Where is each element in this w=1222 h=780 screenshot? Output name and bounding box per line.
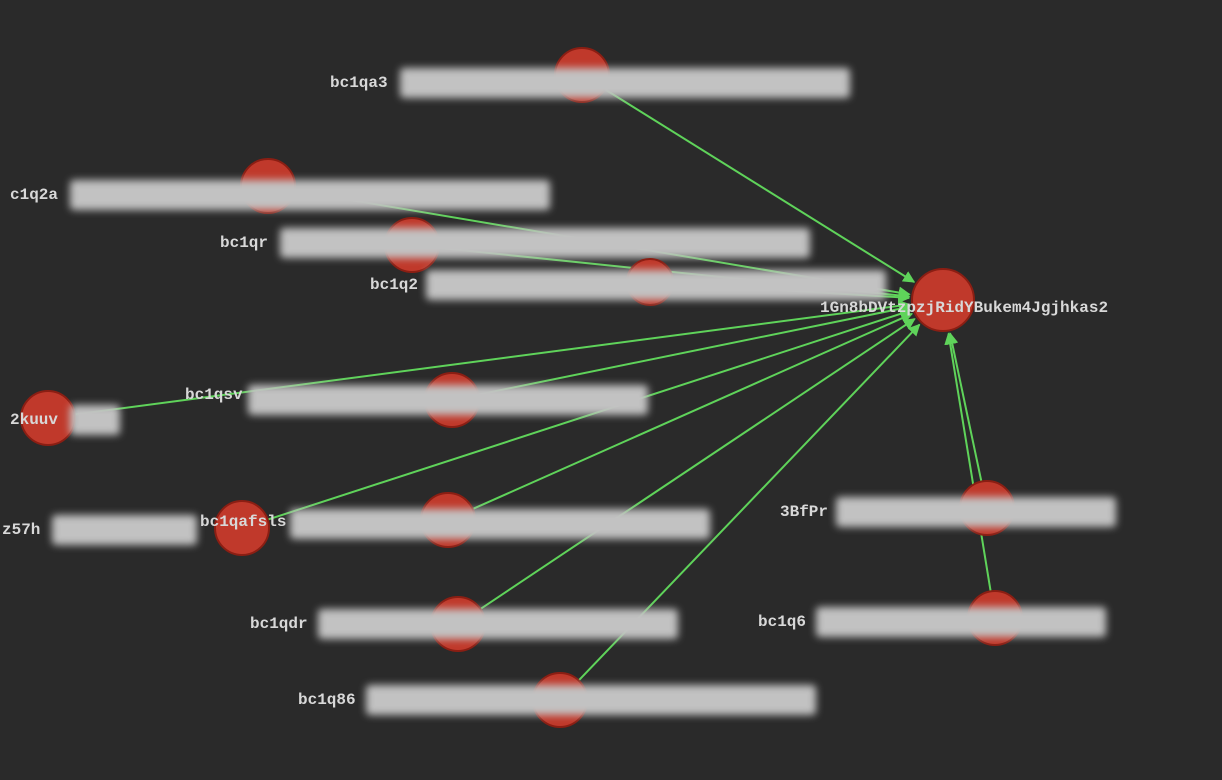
node-label: bc1qa3 (330, 74, 388, 92)
node-label: z57h (2, 521, 40, 539)
redaction-bar (366, 685, 816, 715)
redaction-bar (836, 497, 1116, 527)
node-label: bc1qdr (250, 615, 308, 633)
redaction-bar (70, 180, 550, 210)
network-graph: bc1qa3 c1q2a bc1qr bc1q2 bc1qsv 2kuuv z57h bc1q… (0, 0, 1222, 780)
redaction-bar (816, 607, 1106, 637)
node-label: bc1q86 (298, 691, 356, 709)
node-label: bc1q2 (370, 276, 418, 294)
redaction-bar (318, 609, 678, 639)
redaction-bar (400, 68, 850, 98)
node-label: 3BfPr (780, 503, 828, 521)
node-label: c1q2a (10, 186, 58, 204)
node-label: bc1qr (220, 234, 268, 252)
redaction-bar (280, 228, 810, 258)
node-label: 2kuuv (10, 411, 58, 429)
redaction-bar (426, 270, 886, 300)
edge (267, 311, 911, 520)
redaction-bar (248, 385, 648, 415)
redaction-bar (290, 509, 710, 539)
target-node-label: 1Gn8bDVtzpzjRidYBukem4Jgjhkas2 (820, 299, 1108, 317)
redaction-bar (70, 405, 120, 435)
edge (950, 333, 982, 482)
node-label: bc1qsv (185, 386, 243, 404)
node-label: bc1q6 (758, 613, 806, 631)
redaction-bar (52, 515, 197, 545)
edge (480, 319, 915, 610)
edge (948, 334, 990, 593)
node-label: bc1qafsls (200, 513, 286, 531)
